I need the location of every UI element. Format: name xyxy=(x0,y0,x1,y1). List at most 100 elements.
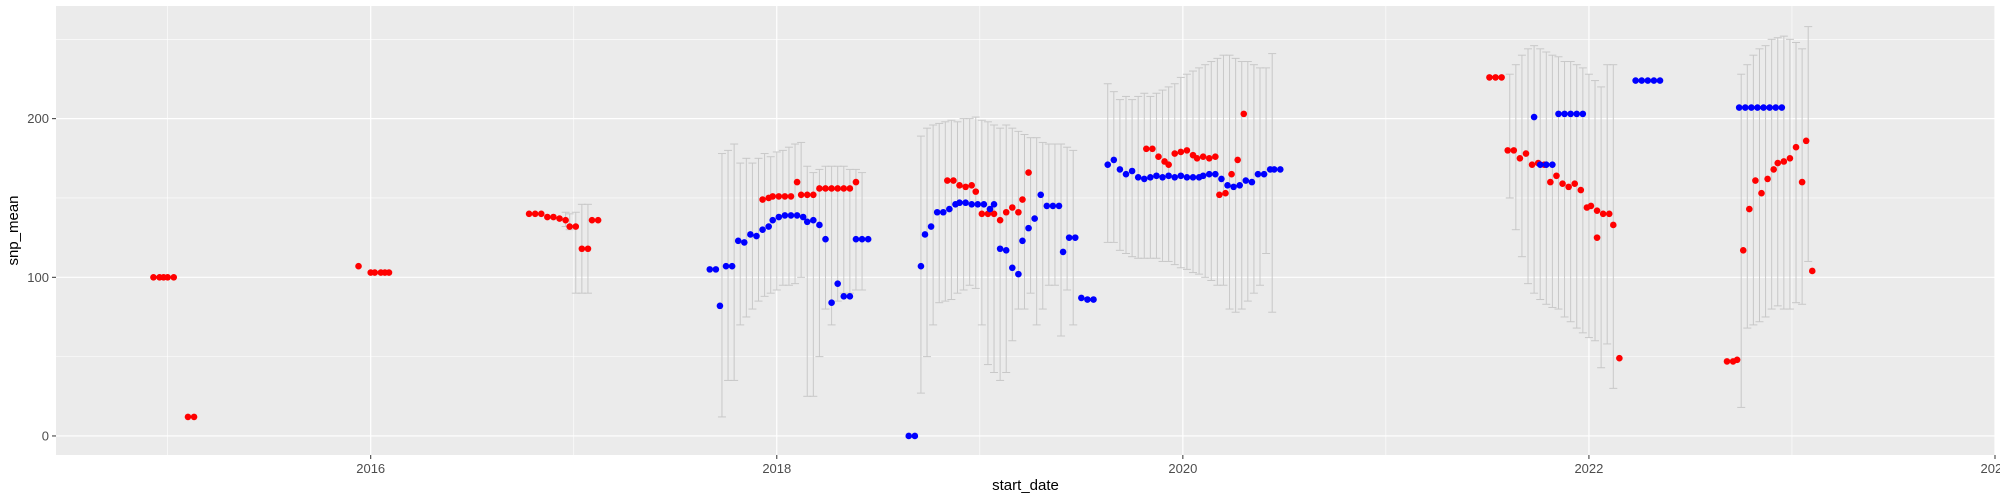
data-point-red xyxy=(797,191,805,199)
data-point-blue xyxy=(1567,110,1574,118)
data-point-blue xyxy=(1536,161,1544,168)
data-point-red xyxy=(968,181,975,189)
data-point-blue xyxy=(990,201,998,208)
errorbar xyxy=(1785,38,1794,310)
data-point-red xyxy=(1234,156,1241,164)
data-point-blue xyxy=(1199,172,1207,180)
data-point-red xyxy=(962,183,969,191)
data-point-blue xyxy=(1644,77,1652,84)
data-point-blue xyxy=(1218,175,1225,183)
data-point-blue xyxy=(1277,166,1284,173)
data-point-blue xyxy=(939,208,947,216)
data-point-blue xyxy=(1530,113,1538,121)
x-tick-label: 2024 xyxy=(1981,461,2000,476)
errorbar xyxy=(1008,127,1017,342)
data-point-red xyxy=(972,188,980,195)
errorbar-layer xyxy=(561,26,1813,418)
data-point-blue xyxy=(1638,77,1646,84)
errorbar xyxy=(1530,45,1539,294)
data-point-red xyxy=(1522,150,1530,157)
data-point-red xyxy=(1177,148,1185,156)
errorbar xyxy=(990,124,999,373)
data-point-red xyxy=(371,269,379,276)
data-point-blue xyxy=(722,262,730,270)
data-point-red xyxy=(1015,208,1022,216)
data-point-red xyxy=(803,191,811,199)
data-point-blue xyxy=(1078,294,1085,302)
data-point-red xyxy=(810,191,817,199)
data-point-red xyxy=(1492,74,1499,81)
data-point-red xyxy=(594,216,602,224)
data-point-blue xyxy=(1084,296,1091,303)
data-point-blue xyxy=(1116,166,1124,173)
errorbar xyxy=(1511,64,1520,231)
x-tick-label: 2020 xyxy=(1168,461,1197,476)
data-point-red xyxy=(150,274,157,281)
data-point-blue xyxy=(917,262,925,270)
data-point-blue xyxy=(1230,183,1237,191)
data-point-blue xyxy=(1134,174,1142,181)
data-point-red xyxy=(1599,210,1607,218)
data-point-red xyxy=(170,274,178,281)
data-point-red xyxy=(385,269,393,276)
data-point-blue xyxy=(753,232,760,240)
data-point-blue xyxy=(1579,110,1587,118)
data-point-blue xyxy=(1153,172,1160,180)
errorbar xyxy=(996,127,1005,381)
data-point-red xyxy=(355,262,362,270)
data-point-blue xyxy=(728,262,736,270)
data-point-red xyxy=(1019,196,1026,203)
data-point-blue xyxy=(1260,170,1268,178)
data-point-blue xyxy=(810,216,817,224)
y-tick-label: 0 xyxy=(42,428,49,443)
data-point-red xyxy=(556,215,563,222)
data-point-blue xyxy=(1140,175,1148,183)
data-point-blue xyxy=(787,212,795,219)
errorbar xyxy=(736,162,745,326)
y-tick-label: 200 xyxy=(27,111,49,126)
data-point-red xyxy=(846,185,854,192)
data-point-red xyxy=(822,185,829,192)
errorbar xyxy=(1773,37,1782,307)
data-point-red xyxy=(1009,204,1016,211)
errorbar xyxy=(977,119,986,326)
data-point-red xyxy=(1547,178,1554,186)
data-point-blue xyxy=(840,293,848,300)
data-point-blue xyxy=(1212,170,1219,178)
data-point-red xyxy=(775,193,783,200)
data-point-red xyxy=(1222,189,1229,197)
data-point-red xyxy=(1593,234,1601,241)
data-point-blue xyxy=(927,223,935,230)
errorbar xyxy=(1128,99,1137,258)
data-point-blue xyxy=(1171,174,1179,181)
x-tick-label: 2016 xyxy=(356,461,385,476)
errorbar xyxy=(1798,48,1807,305)
data-point-red xyxy=(1616,354,1623,362)
data-point-blue xyxy=(1165,172,1172,180)
data-point-red xyxy=(584,245,592,253)
errorbar xyxy=(1038,141,1047,310)
data-point-blue xyxy=(740,239,748,246)
data-point-blue xyxy=(1059,248,1067,256)
axes-layer: 2016 2018 2020 2022 2024 0 100 200 xyxy=(27,111,2000,476)
errorbar xyxy=(797,141,806,278)
errorbar xyxy=(1536,48,1545,301)
data-point-red xyxy=(1516,155,1524,162)
data-point-blue xyxy=(1766,104,1773,111)
data-point-red xyxy=(1205,155,1213,162)
data-point-blue xyxy=(1242,177,1250,184)
errorbar xyxy=(1063,146,1072,291)
data-point-blue xyxy=(1159,174,1166,181)
data-point-red xyxy=(572,223,580,230)
data-point-blue xyxy=(1055,202,1063,210)
data-point-blue xyxy=(1090,296,1097,303)
data-point-blue xyxy=(747,231,754,238)
data-point-blue xyxy=(905,432,913,440)
data-point-blue xyxy=(1735,104,1743,111)
data-point-blue xyxy=(1656,77,1664,84)
data-point-red xyxy=(1786,155,1794,162)
errorbar xyxy=(1755,48,1764,323)
data-point-red xyxy=(544,213,551,221)
data-point-blue xyxy=(1224,181,1231,189)
data-point-blue xyxy=(1542,161,1550,168)
